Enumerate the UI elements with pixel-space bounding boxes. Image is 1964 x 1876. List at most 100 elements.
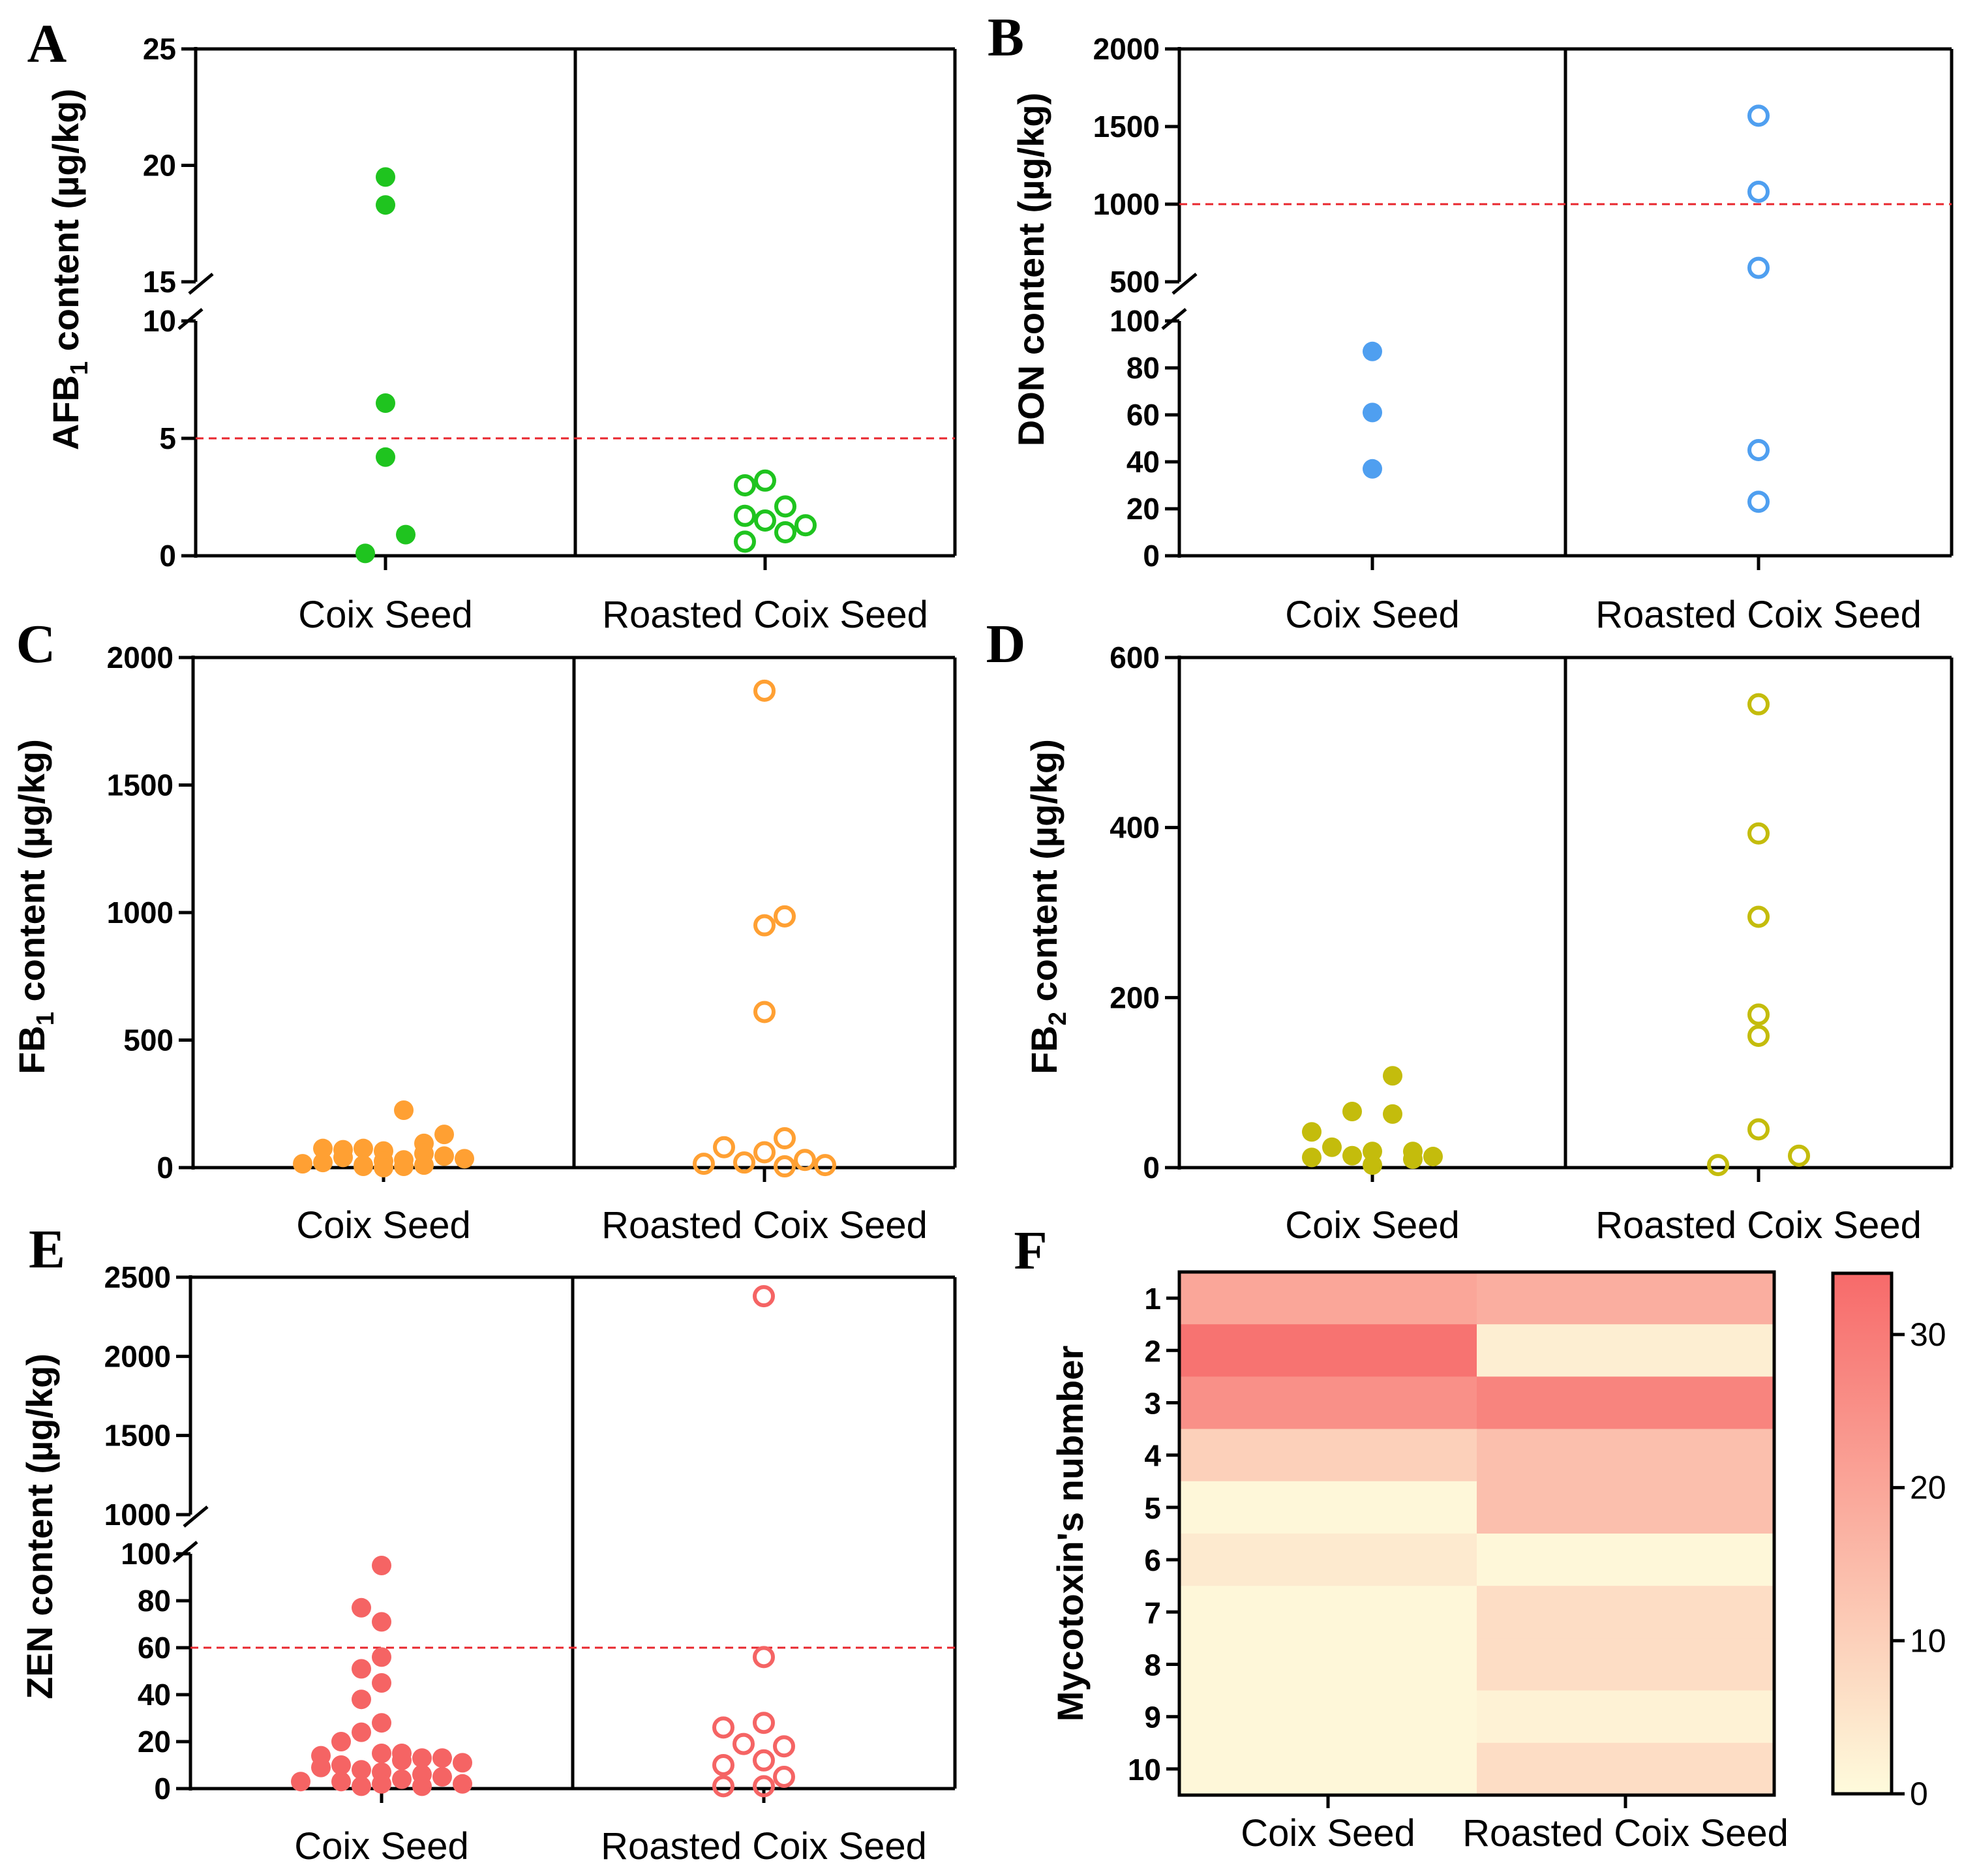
y-tick-label: 0: [154, 1772, 171, 1806]
axis-break-mark: [1161, 308, 1187, 330]
data-point: [291, 1772, 310, 1792]
heatmap-cell: [1477, 1429, 1775, 1482]
y-tick-label: 2500: [104, 1260, 171, 1294]
data-point: [453, 1753, 472, 1773]
y-tick-label: 15: [143, 265, 176, 299]
data-point: [333, 1147, 353, 1168]
x-category-label: Roasted Coix Seed: [602, 594, 928, 636]
data-point: [313, 1153, 333, 1173]
y-tick-label: 0: [157, 1151, 174, 1185]
row-label: 10: [1128, 1753, 1161, 1787]
data-point: [372, 1612, 391, 1632]
data-point: [753, 1141, 776, 1164]
data-point: [1747, 693, 1770, 716]
data-point: [412, 1748, 432, 1768]
data-point: [1423, 1147, 1443, 1167]
heatmap-cell: [1179, 1272, 1477, 1325]
heatmap-cell: [1179, 1376, 1477, 1430]
data-point: [1363, 1155, 1382, 1175]
row-label: 4: [1144, 1439, 1161, 1473]
y-axis-label-main: FB: [11, 1025, 52, 1074]
heatmap-cell: [1477, 1690, 1775, 1744]
y-tick-label: 200: [1110, 980, 1160, 1014]
y-tick-label: 100: [1110, 304, 1160, 338]
data-point: [734, 474, 756, 496]
data-point: [1342, 1145, 1362, 1166]
data-point: [1363, 341, 1382, 361]
data-point: [331, 1772, 351, 1792]
y-axis-label-subscript: 1: [32, 1012, 59, 1025]
data-point: [774, 495, 796, 518]
data-point: [1403, 1149, 1423, 1169]
data-point: [352, 1776, 371, 1796]
colorbar-tick-label: 10: [1910, 1622, 1946, 1659]
data-point: [434, 1125, 454, 1145]
axis-break-mark: [172, 1541, 198, 1563]
y-axis-label-subscript: 2: [1044, 1012, 1072, 1025]
y-axis-label-main: ZEN content (µg/kg): [19, 1354, 60, 1699]
data-point: [372, 1556, 391, 1575]
y-axis-label-main: DON content (µg/kg): [1010, 93, 1051, 446]
data-point: [774, 905, 796, 928]
data-point: [432, 1748, 452, 1768]
panel-letter: A: [27, 14, 67, 74]
data-point: [396, 524, 415, 545]
data-point: [712, 1716, 734, 1739]
y-axis-label-rest: content (µg/kg): [1023, 739, 1065, 1012]
data-point: [712, 1775, 734, 1798]
y-tick-label: 80: [1126, 351, 1160, 385]
data-point: [455, 1149, 474, 1169]
data-point: [293, 1154, 312, 1174]
data-point: [1363, 459, 1382, 479]
data-point: [794, 514, 817, 537]
heatmap-cell: [1477, 1272, 1775, 1325]
data-point: [713, 1136, 735, 1158]
colorbar-tick-label: 30: [1910, 1316, 1946, 1353]
data-point: [1747, 491, 1770, 513]
heatmap-cell: [1179, 1690, 1477, 1744]
y-tick-label: 1000: [104, 1498, 171, 1532]
heatmap-cell: [1477, 1534, 1775, 1587]
x-category-label: Coix Seed: [1285, 1204, 1460, 1247]
data-point: [1342, 1101, 1362, 1121]
data-point: [331, 1732, 351, 1751]
data-point: [392, 1769, 412, 1789]
data-point: [434, 1146, 454, 1166]
data-point: [1363, 402, 1382, 423]
panel-D: D FB2 content (µg/kg) 0 200 400 600 Coix Seed R…: [986, 614, 1954, 1247]
y-tick-label: 60: [1126, 398, 1160, 432]
panel-letter: C: [16, 614, 56, 674]
data-point: [1747, 1118, 1770, 1141]
y-axis-label: FB2 content (µg/kg): [1023, 739, 1072, 1074]
y-axis-label-main: FB: [1023, 1025, 1065, 1074]
panel-letter: B: [988, 7, 1024, 68]
data-point: [734, 530, 756, 553]
panel-letter: D: [986, 614, 1026, 674]
data-point: [1302, 1147, 1322, 1168]
panel-E: E ZEN content (µg/kg) 0 20 40 60 80 100 1000 1500…: [19, 1219, 957, 1868]
x-category-label: Roasted Coix Seed: [601, 1204, 928, 1247]
y-tick-label: 100: [121, 1537, 171, 1571]
axis-break-mark: [183, 1505, 209, 1528]
data-point: [1747, 905, 1770, 928]
y-axis-label: FB1 content (µg/kg): [11, 739, 59, 1074]
axis-break-mark: [177, 308, 204, 330]
data-point: [1747, 822, 1770, 845]
data-point: [753, 914, 776, 937]
row-label: 9: [1144, 1701, 1161, 1734]
data-point: [414, 1155, 434, 1175]
data-point: [774, 1127, 796, 1150]
data-point: [432, 1767, 452, 1787]
data-point: [733, 1732, 755, 1755]
heatmap-cell: [1477, 1586, 1775, 1639]
data-point: [1383, 1104, 1402, 1124]
data-point: [392, 1750, 412, 1770]
heatmap-cell: [1179, 1534, 1477, 1587]
colorbar-tick-label: 20: [1910, 1470, 1946, 1506]
data-point: [1363, 1142, 1382, 1162]
y-axis-label-rest: content (µg/kg): [11, 739, 52, 1012]
data-point: [376, 167, 395, 187]
data-point: [372, 1713, 391, 1733]
y-tick-label: 20: [138, 1725, 171, 1759]
heatmap-cell: [1477, 1742, 1775, 1796]
